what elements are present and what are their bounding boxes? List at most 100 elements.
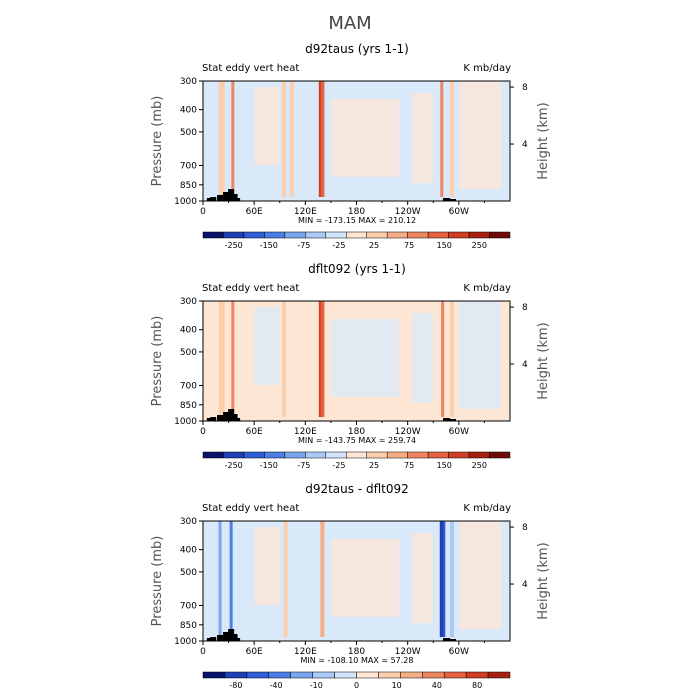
- colorbar-label: -250: [225, 241, 243, 250]
- topography-block: [228, 409, 235, 421]
- colorbar-label: -10: [310, 681, 323, 690]
- field-patch: [411, 533, 434, 623]
- field-feature: [283, 521, 288, 637]
- x-tick-label: 60W: [449, 207, 469, 217]
- colorbar-swatch: [487, 671, 511, 679]
- topography-block: [223, 412, 230, 421]
- topography-block: [217, 415, 224, 421]
- colorbar-swatch: [325, 451, 347, 459]
- colorbar-swatch: [378, 671, 401, 679]
- topography-block: [449, 199, 457, 201]
- y-tick-label: 850: [180, 181, 197, 191]
- field-feature: [231, 301, 235, 417]
- y-tick-label: 500: [180, 128, 197, 138]
- topography-block: [449, 419, 457, 421]
- field-feature: [450, 301, 455, 417]
- topography-block: [231, 194, 238, 201]
- colorbar-swatch: [366, 231, 388, 239]
- colorbar-swatch: [386, 231, 408, 239]
- field-feature: [450, 81, 455, 197]
- colorbar-label: -75: [297, 461, 310, 470]
- field-patch: [254, 527, 280, 605]
- y-right-axis-label: Height (km): [536, 542, 551, 619]
- colorbar-label: -150: [260, 241, 278, 250]
- y-tick-label: 700: [180, 381, 197, 391]
- colorbar-swatch: [386, 451, 408, 459]
- panels: d92taus (yrs 1-1) Stat eddy vert heat K mb…: [150, 42, 551, 690]
- x-tick-label: 0: [200, 427, 206, 437]
- colorbar-label: 250: [472, 461, 487, 470]
- field-feature: [231, 81, 235, 197]
- topography-block: [206, 418, 213, 421]
- colorbar-swatch: [202, 231, 224, 239]
- colorbar-swatch: [468, 451, 490, 459]
- y-tick-label: 500: [180, 348, 197, 358]
- y-tick-label: 300: [180, 77, 197, 87]
- y-right-axis-label: Height (km): [536, 102, 551, 179]
- colorbar-swatch: [427, 451, 449, 459]
- topography-block: [206, 198, 213, 201]
- colorbar-swatch: [202, 671, 226, 679]
- colorbar-swatch: [264, 231, 286, 239]
- y-right-tick-label: 4: [522, 360, 528, 370]
- colorbar-swatch: [224, 671, 248, 679]
- colorbar-swatch: [243, 231, 265, 239]
- y-tick-label: 700: [180, 601, 197, 611]
- topography-block: [228, 629, 235, 641]
- x-tick-label: 180: [348, 647, 365, 657]
- field-feature: [439, 521, 444, 637]
- field-feature: [218, 81, 225, 197]
- y-right-tick-label: 8: [522, 83, 528, 93]
- panel-left-label: Stat eddy vert heat: [202, 63, 299, 74]
- field-feature: [218, 521, 222, 637]
- figure-title: MAM: [328, 13, 371, 34]
- y-tick-label: 400: [180, 106, 197, 116]
- x-tick-label: 120E: [294, 647, 317, 657]
- x-tick-label: 0: [200, 207, 206, 217]
- field-patch: [254, 87, 280, 165]
- field-feature: [318, 301, 321, 417]
- panel-stats: MIN = -173.15 MAX = 210.12: [298, 216, 416, 225]
- field-feature: [282, 81, 287, 197]
- colorbar-label: -75: [297, 241, 310, 250]
- colorbar-swatch: [223, 451, 245, 459]
- y-axis-label: Pressure (mb): [150, 96, 165, 187]
- panel-3: d92taus - dflt092 Stat eddy vert heat K mb…: [150, 482, 551, 690]
- y-tick-label: 500: [180, 568, 197, 578]
- colorbar-swatch: [264, 451, 286, 459]
- colorbar-label: 0: [354, 681, 359, 690]
- colorbar-label: 150: [437, 461, 452, 470]
- y-tick-label: 700: [180, 161, 197, 171]
- topography-block: [231, 634, 238, 641]
- field-feature: [440, 81, 444, 197]
- y-right-tick-label: 4: [522, 140, 528, 150]
- panel-stats: MIN = -108.10 MAX = 57.28: [300, 656, 413, 665]
- field-patch: [330, 99, 400, 177]
- topography-block: [443, 418, 451, 421]
- colorbar-label: 40: [432, 681, 442, 690]
- field-patch: [458, 521, 502, 629]
- field-patch: [254, 307, 280, 385]
- colorbar-swatch: [407, 451, 429, 459]
- field-feature: [320, 81, 325, 197]
- colorbar-swatch: [346, 451, 367, 459]
- colorbar-label: -40: [270, 681, 283, 690]
- colorbar-swatch: [290, 671, 313, 679]
- colorbar-label: 250: [472, 241, 487, 250]
- field-patch: [330, 319, 400, 397]
- field-feature: [320, 301, 325, 417]
- x-tick-label: 120W: [395, 207, 421, 217]
- topography-block: [210, 637, 217, 641]
- colorbar-swatch: [268, 671, 291, 679]
- colorbar-swatch: [465, 671, 489, 679]
- y-tick-label: 300: [180, 297, 197, 307]
- x-tick-label: 60W: [449, 647, 469, 657]
- colorbar-label: -150: [260, 461, 278, 470]
- topography-block: [223, 632, 230, 641]
- panel-title: dflt092 (yrs 1-1): [308, 262, 406, 276]
- topography-block: [234, 198, 241, 201]
- y-right-tick-label: 8: [522, 303, 528, 313]
- colorbar-swatch: [366, 451, 388, 459]
- field-feature: [443, 521, 446, 637]
- colorbar-swatch: [489, 451, 511, 459]
